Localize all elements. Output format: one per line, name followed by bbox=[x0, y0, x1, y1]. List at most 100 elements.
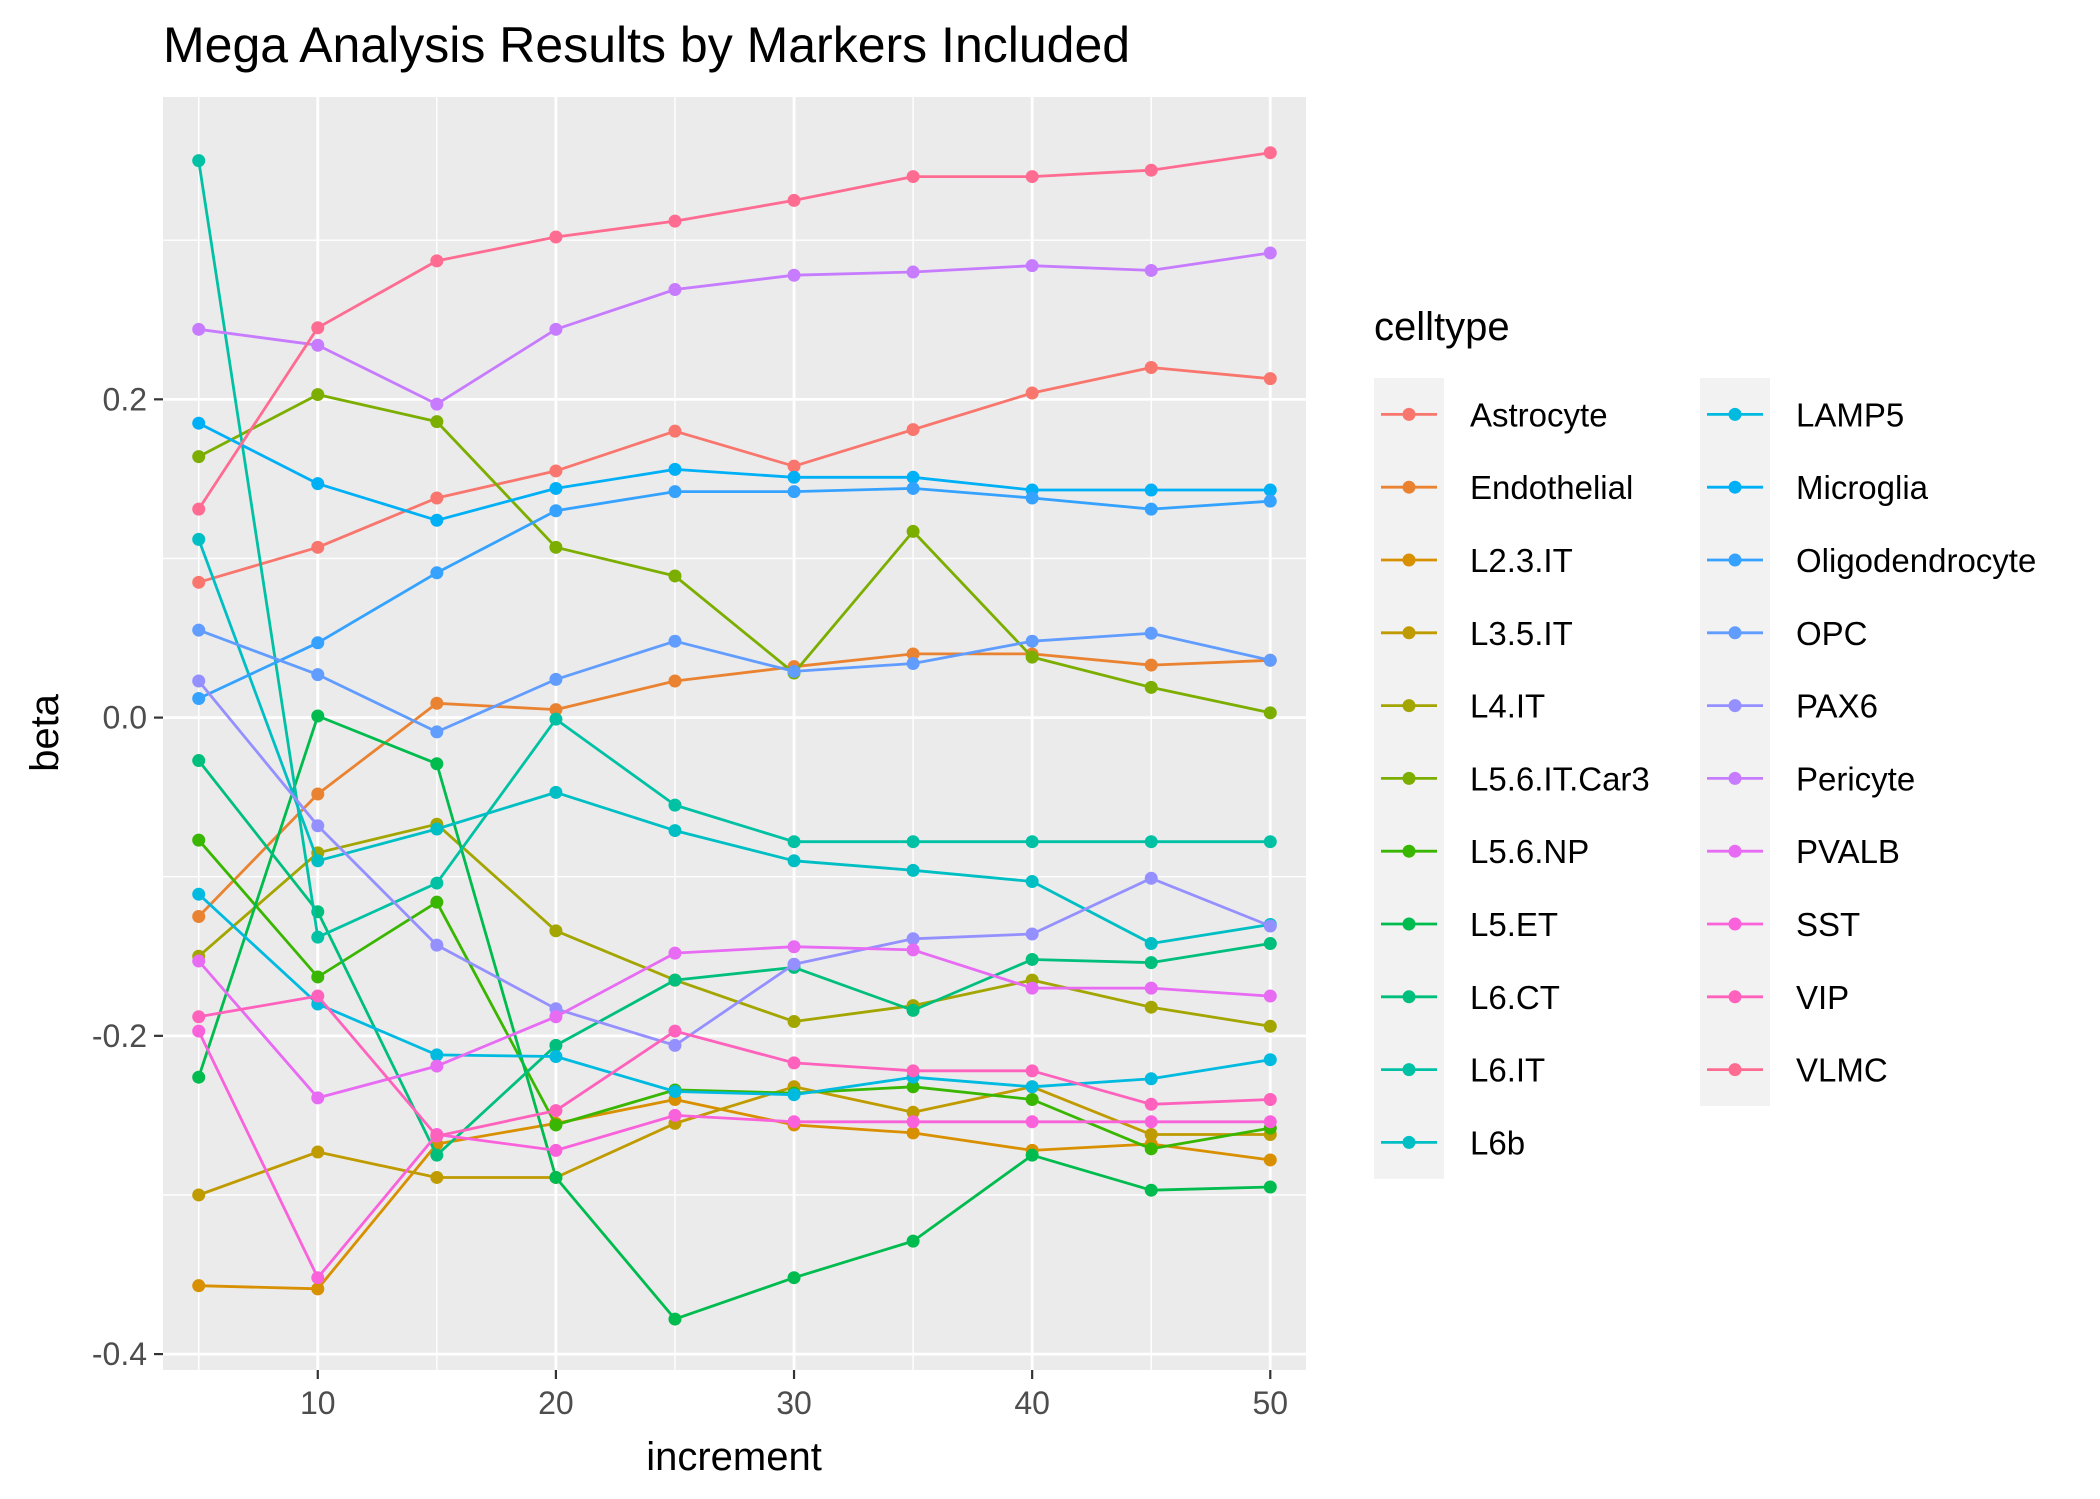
series-oligodendrocyte bbox=[192, 481, 1277, 705]
y-tick-label: 0.0 bbox=[103, 700, 147, 736]
legend-item: Microglia bbox=[1707, 469, 1929, 506]
data-point bbox=[787, 957, 801, 971]
data-point bbox=[430, 938, 444, 952]
data-point bbox=[787, 485, 801, 499]
series-line bbox=[197, 945, 1271, 1100]
data-point bbox=[192, 1010, 206, 1024]
data-point bbox=[311, 338, 325, 352]
series-line bbox=[197, 538, 1271, 945]
data-point bbox=[906, 863, 920, 877]
data-point bbox=[430, 1129, 444, 1143]
data-point bbox=[787, 854, 801, 868]
data-point bbox=[906, 835, 920, 849]
legend-key-point bbox=[1728, 990, 1742, 1004]
legend-label: L5.6.IT.Car3 bbox=[1470, 760, 1650, 797]
legend-key-point bbox=[1402, 553, 1416, 567]
data-point bbox=[668, 1024, 682, 1038]
legend-item: L5.6.NP bbox=[1381, 833, 1589, 870]
data-point bbox=[192, 833, 206, 847]
data-point bbox=[430, 725, 444, 739]
legend-key-point bbox=[1728, 917, 1742, 931]
data-point bbox=[906, 1105, 920, 1119]
legend-label: Endothelial bbox=[1470, 469, 1633, 506]
legend-item: L6.CT bbox=[1381, 979, 1560, 1016]
data-point bbox=[192, 1188, 206, 1202]
y-tick-label: -0.4 bbox=[92, 1336, 147, 1372]
data-point bbox=[192, 623, 206, 637]
legend-key-point bbox=[1728, 771, 1742, 785]
legend-title: celltype bbox=[1374, 305, 1510, 349]
data-point bbox=[311, 819, 325, 833]
data-point bbox=[1263, 653, 1277, 667]
data-point bbox=[1144, 981, 1158, 995]
data-point bbox=[1144, 502, 1158, 516]
data-point bbox=[430, 1048, 444, 1062]
data-point bbox=[1025, 170, 1039, 184]
data-point bbox=[1144, 263, 1158, 277]
series-pax6 bbox=[192, 674, 1277, 1052]
legend-item: PAX6 bbox=[1707, 688, 1878, 725]
data-point bbox=[906, 1234, 920, 1248]
series-astrocyte bbox=[192, 361, 1277, 589]
legend: celltype Astrocyte Endothelial L2.3.IT L3.5… bbox=[1374, 305, 2036, 1179]
data-point bbox=[906, 1115, 920, 1129]
data-point bbox=[430, 1059, 444, 1073]
data-point bbox=[1025, 1080, 1039, 1094]
legend-key-point bbox=[1402, 1063, 1416, 1077]
series-line bbox=[197, 680, 1271, 1047]
data-point bbox=[668, 1038, 682, 1052]
data-point bbox=[311, 989, 325, 1003]
data-point bbox=[668, 798, 682, 812]
series-l6-it bbox=[192, 154, 1277, 944]
legend-label: SST bbox=[1796, 906, 1860, 943]
data-point bbox=[906, 265, 920, 279]
data-point bbox=[430, 822, 444, 836]
data-point bbox=[787, 268, 801, 282]
data-point bbox=[1263, 1180, 1277, 1194]
x-axis-title: increment bbox=[646, 1435, 822, 1479]
data-point bbox=[549, 1038, 563, 1052]
data-point bbox=[906, 524, 920, 538]
data-point bbox=[549, 464, 563, 478]
legend-label: PVALB bbox=[1796, 833, 1900, 870]
data-point bbox=[1144, 937, 1158, 951]
data-point bbox=[906, 1126, 920, 1140]
data-point bbox=[1144, 835, 1158, 849]
data-point bbox=[192, 954, 206, 968]
data-point bbox=[906, 1003, 920, 1017]
legend-key-point bbox=[1402, 917, 1416, 931]
data-point bbox=[549, 1050, 563, 1064]
legend-key-point bbox=[1728, 1063, 1742, 1077]
legend-key-point bbox=[1402, 699, 1416, 713]
y-axis-title: beta bbox=[23, 693, 67, 772]
series-line bbox=[198, 994, 1271, 1138]
series-line bbox=[198, 486, 1271, 700]
data-point bbox=[1025, 650, 1039, 664]
series-line bbox=[197, 151, 1271, 510]
data-point bbox=[192, 754, 206, 768]
data-point bbox=[668, 485, 682, 499]
legend-item: L5.ET bbox=[1381, 906, 1558, 943]
legend-key-point bbox=[1728, 844, 1742, 858]
data-point bbox=[549, 924, 563, 938]
data-point bbox=[311, 1282, 325, 1296]
data-point bbox=[1025, 952, 1039, 966]
legend-label: L6b bbox=[1470, 1124, 1525, 1161]
data-point bbox=[906, 932, 920, 946]
data-point bbox=[906, 647, 920, 661]
series-lamp5 bbox=[192, 887, 1277, 1102]
data-point bbox=[192, 575, 206, 589]
data-point bbox=[192, 450, 206, 464]
data-point bbox=[1263, 989, 1277, 1003]
data-point bbox=[1263, 494, 1277, 508]
data-point bbox=[1263, 1153, 1277, 1167]
series-opc bbox=[192, 623, 1277, 739]
data-point bbox=[549, 703, 563, 717]
x-tick-label: 30 bbox=[776, 1385, 812, 1421]
legend-label: VIP bbox=[1796, 979, 1849, 1016]
series-vip bbox=[192, 989, 1277, 1143]
data-point bbox=[192, 1279, 206, 1293]
data-point bbox=[906, 423, 920, 437]
data-point bbox=[1263, 937, 1277, 951]
